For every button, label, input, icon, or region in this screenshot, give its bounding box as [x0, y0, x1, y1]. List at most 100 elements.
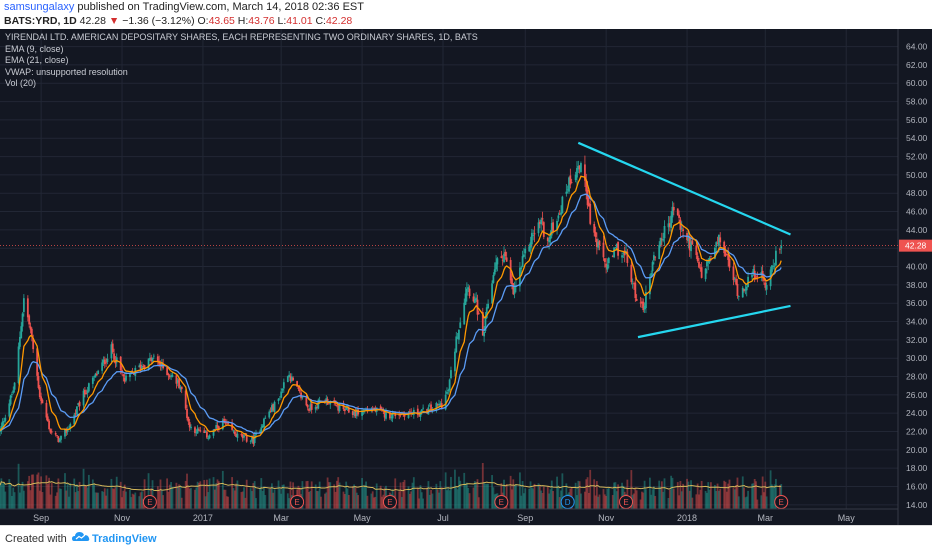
candle[interactable] [641, 297, 643, 308]
candle[interactable] [528, 243, 531, 253]
candle[interactable] [492, 272, 495, 284]
candle[interactable] [483, 326, 486, 343]
candle[interactable] [775, 246, 777, 267]
candle[interactable] [607, 256, 610, 269]
candle[interactable] [756, 271, 759, 283]
candle[interactable] [773, 262, 776, 272]
candle[interactable] [85, 389, 88, 395]
candle[interactable] [186, 404, 188, 421]
candle[interactable] [472, 293, 475, 303]
candle[interactable] [699, 263, 702, 272]
candle[interactable] [744, 283, 747, 295]
candle[interactable] [652, 251, 655, 265]
candle[interactable] [561, 195, 564, 214]
candle[interactable] [772, 259, 775, 270]
candle[interactable] [103, 356, 106, 369]
candle[interactable] [152, 353, 155, 359]
candle[interactable] [668, 216, 671, 232]
candle[interactable] [597, 238, 600, 251]
candle[interactable] [626, 248, 629, 267]
candle[interactable] [654, 256, 657, 261]
candle[interactable] [631, 278, 634, 289]
candle[interactable] [481, 307, 484, 336]
candle[interactable] [771, 265, 773, 275]
candle[interactable] [215, 421, 218, 430]
candle[interactable] [196, 425, 199, 434]
event-marker-earnings[interactable]: E [494, 495, 509, 509]
candle[interactable] [643, 302, 646, 313]
candle[interactable] [343, 408, 346, 415]
candle[interactable] [658, 241, 661, 260]
candle[interactable] [122, 373, 125, 382]
candle[interactable] [29, 322, 32, 334]
candle[interactable] [288, 371, 291, 378]
candle[interactable] [467, 284, 470, 293]
candle[interactable] [450, 366, 452, 380]
candle[interactable] [221, 418, 224, 431]
event-marker-earnings[interactable]: E [142, 495, 157, 509]
candle[interactable] [123, 373, 126, 384]
candle[interactable] [464, 287, 467, 306]
candle[interactable] [252, 433, 255, 447]
candle[interactable] [269, 407, 272, 413]
candle[interactable] [204, 430, 207, 433]
candle[interactable] [273, 400, 276, 416]
candle[interactable] [496, 256, 499, 272]
candle[interactable] [680, 221, 683, 232]
candle[interactable] [679, 217, 682, 237]
candle[interactable] [361, 407, 363, 420]
candle[interactable] [512, 283, 515, 296]
candle[interactable] [83, 386, 86, 398]
candle[interactable] [698, 258, 700, 269]
candle[interactable] [447, 388, 450, 395]
candle[interactable] [538, 219, 541, 229]
trendline-upper[interactable] [577, 141, 791, 236]
candle[interactable] [585, 173, 588, 200]
candle[interactable] [745, 285, 748, 297]
candle[interactable] [736, 278, 739, 299]
candle[interactable] [569, 168, 572, 189]
candle[interactable] [235, 430, 237, 438]
candle[interactable] [533, 226, 536, 243]
candle[interactable] [513, 281, 516, 299]
candle[interactable] [672, 202, 675, 216]
event-marker-earnings[interactable]: E [382, 495, 397, 509]
candle[interactable] [704, 267, 707, 282]
candle[interactable] [328, 403, 330, 405]
candle[interactable] [716, 236, 719, 245]
candle[interactable] [671, 201, 674, 223]
candle[interactable] [695, 241, 698, 260]
candle[interactable] [487, 299, 489, 309]
candle[interactable] [281, 388, 284, 394]
candle[interactable] [532, 229, 535, 241]
candle[interactable] [595, 232, 598, 255]
candle[interactable] [56, 435, 58, 438]
tradingview-logo-icon[interactable] [72, 530, 90, 544]
candle[interactable] [465, 282, 468, 302]
candle[interactable] [645, 285, 647, 313]
candle[interactable] [3, 417, 5, 426]
candle[interactable] [240, 432, 243, 437]
candle[interactable] [456, 333, 459, 340]
candle[interactable] [743, 288, 745, 293]
legend-ema9[interactable]: EMA (9, close) [5, 43, 64, 54]
event-marker-dividend[interactable]: D [560, 495, 575, 509]
candle[interactable] [263, 417, 265, 430]
candle[interactable] [719, 232, 722, 248]
candle[interactable] [710, 255, 712, 262]
candle[interactable] [351, 410, 354, 418]
candle[interactable] [505, 251, 508, 262]
candle[interactable] [264, 415, 267, 419]
candle[interactable] [11, 391, 13, 398]
candle[interactable] [45, 399, 48, 421]
candle[interactable] [57, 435, 60, 443]
candle[interactable] [733, 276, 736, 283]
tradingview-brand[interactable]: TradingView [92, 533, 157, 545]
candle[interactable] [306, 404, 309, 411]
candle[interactable] [95, 371, 98, 376]
candle[interactable] [36, 348, 39, 381]
candle[interactable] [584, 155, 586, 188]
candle[interactable] [178, 378, 180, 389]
candle[interactable] [231, 419, 234, 431]
candle[interactable] [308, 408, 310, 413]
